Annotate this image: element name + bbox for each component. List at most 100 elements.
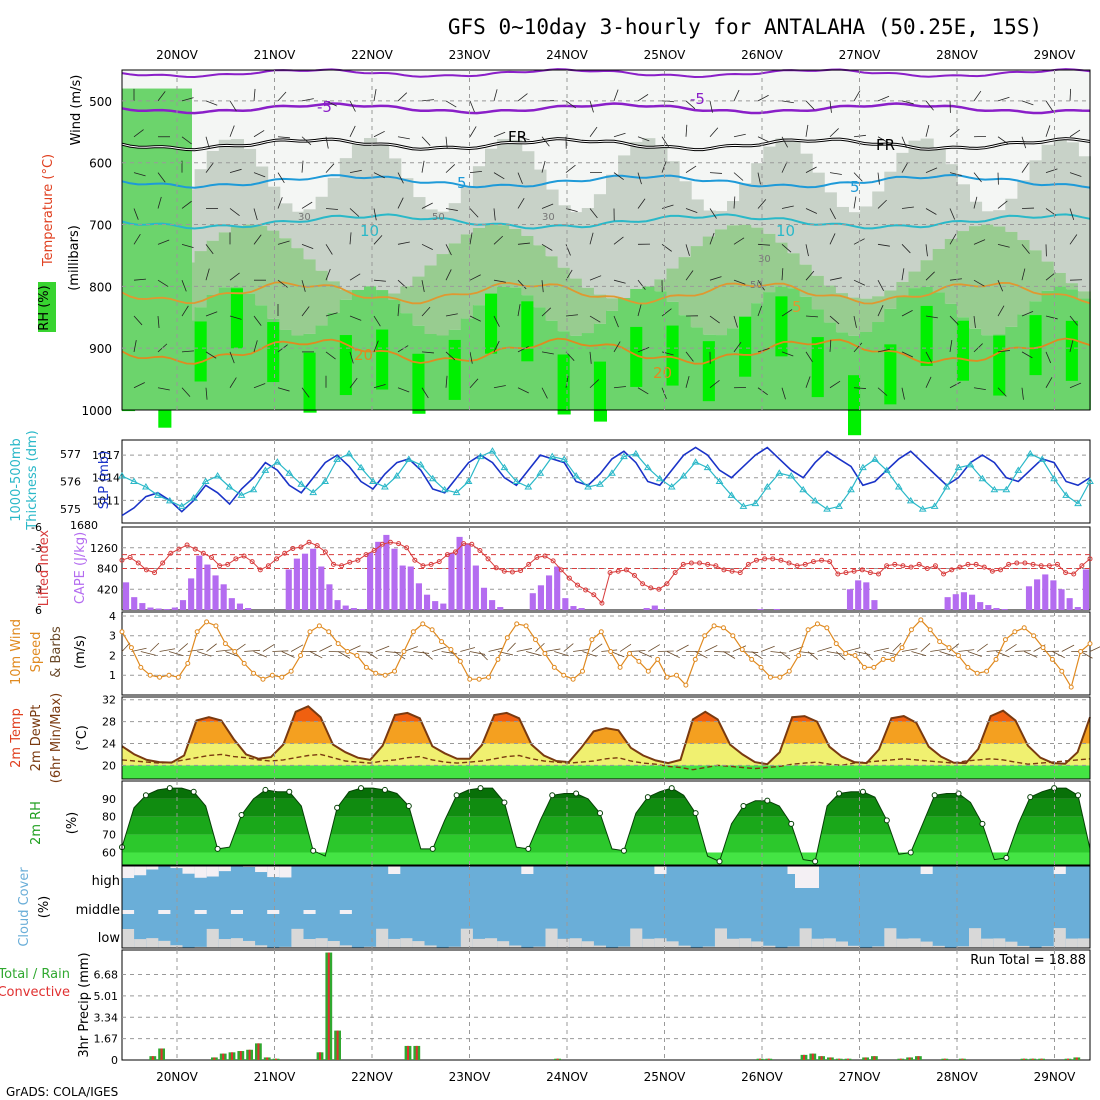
contour-label: -5 <box>690 90 705 108</box>
date-tick-bottom: 20NOV <box>156 1070 198 1084</box>
wind-barb <box>493 340 500 353</box>
wind-barb <box>373 172 385 179</box>
thickness-line <box>121 450 1091 510</box>
li-point <box>509 569 515 575</box>
wind-barb <box>205 311 218 317</box>
wind10m-point <box>636 658 642 664</box>
rh-band-mid <box>545 256 559 321</box>
wind-barb <box>901 100 914 105</box>
thickness-point <box>942 483 951 490</box>
rh2m-point <box>166 785 173 792</box>
wind-barb <box>445 208 458 211</box>
rh-band-mid <box>714 229 728 336</box>
li-point <box>745 561 751 567</box>
rh-band-mid <box>811 275 825 310</box>
li-point <box>989 568 995 574</box>
wind-barb <box>589 100 594 113</box>
wind-barb <box>133 382 145 389</box>
rh-band-light <box>969 201 983 227</box>
slp-tick: 1011 <box>92 494 120 507</box>
pressure-tick: 1000 <box>81 404 112 418</box>
li-point <box>534 554 540 560</box>
low-cloud-bar <box>460 928 473 948</box>
li-point <box>802 561 808 567</box>
li-point <box>135 560 141 566</box>
wind10m-barb <box>178 643 189 652</box>
wind10m-point <box>711 623 717 629</box>
rh-band-light <box>569 212 583 279</box>
rh-band-mid <box>521 235 535 296</box>
mid-cloud-bar <box>122 910 135 914</box>
wind-barb <box>877 243 890 247</box>
wind-barb <box>733 237 745 245</box>
rh2m-point <box>1027 794 1034 801</box>
high-cloud-bar <box>654 866 667 874</box>
thickness-point <box>1062 491 1070 498</box>
wind-barb <box>685 208 698 213</box>
wind-barb <box>349 377 358 388</box>
li-point <box>599 600 605 606</box>
wind-barb <box>373 130 385 138</box>
wind10m-barb <box>873 647 889 652</box>
li-point <box>843 570 849 576</box>
thickness-point <box>165 496 174 504</box>
rh-band-light <box>739 183 753 225</box>
rh-band-light <box>1065 142 1079 284</box>
rh-band-saturated <box>485 293 499 354</box>
minmax-label: (6hr Min/Max) <box>49 693 64 783</box>
wind10m-barb <box>460 647 476 652</box>
rh-band-mid <box>920 260 934 287</box>
rh-band-moist <box>678 315 692 410</box>
rh-band-moist <box>799 296 813 410</box>
convective-bar <box>838 1058 841 1060</box>
wind-barb <box>637 172 642 185</box>
cape-bar <box>1066 598 1073 610</box>
rh-band-saturated <box>666 325 680 386</box>
dewpt2m-label: 2m DewPt <box>29 705 44 772</box>
rh-band-moist <box>1017 314 1031 410</box>
wind-barb <box>613 315 619 328</box>
slp-thickness-panel: 1011 1014 1017 575 576 577 1680 <box>60 439 1094 532</box>
thickness-point <box>1026 449 1035 457</box>
wind10m-point <box>345 649 351 655</box>
wind10m-point <box>147 672 153 678</box>
rh-band-moist <box>388 299 402 410</box>
wind-barb <box>445 136 448 149</box>
li-point <box>371 548 377 554</box>
wind-barb <box>997 136 1009 144</box>
cape-bar <box>407 566 414 610</box>
wind-barb <box>253 88 256 101</box>
wind-barb <box>733 341 742 353</box>
li-point <box>932 563 938 569</box>
wind10m-point <box>335 641 341 647</box>
wind-barb <box>997 96 1010 102</box>
convective-bar <box>248 1049 251 1060</box>
low-cloud-bar <box>751 941 764 948</box>
thickness-point <box>476 452 485 460</box>
low-cloud-bar <box>920 941 933 948</box>
wind-barb <box>445 351 456 361</box>
wind-barb <box>781 309 793 317</box>
wind-barb <box>661 136 669 148</box>
low-cloud-bar <box>243 940 256 948</box>
wind-barb <box>925 125 930 137</box>
rh-band-light <box>727 201 741 226</box>
wind-barb <box>949 128 960 138</box>
rh2m-point <box>142 792 149 799</box>
thickness-point <box>416 460 425 468</box>
wind-barb <box>589 126 598 137</box>
li-point <box>1022 560 1028 566</box>
wind10m-barb <box>563 643 574 652</box>
convective-bar <box>1040 1058 1043 1060</box>
date-tick-top: 25NOV <box>644 48 686 62</box>
li-point <box>436 559 442 565</box>
rh-band-mid <box>267 230 281 319</box>
rh-band-moist <box>424 333 438 410</box>
convective-bar <box>239 1051 242 1060</box>
li-point <box>648 585 654 591</box>
rh2m-point <box>381 786 388 793</box>
rh2m-point <box>812 858 819 865</box>
wind-barb <box>181 305 189 317</box>
wind-barb <box>421 387 429 399</box>
